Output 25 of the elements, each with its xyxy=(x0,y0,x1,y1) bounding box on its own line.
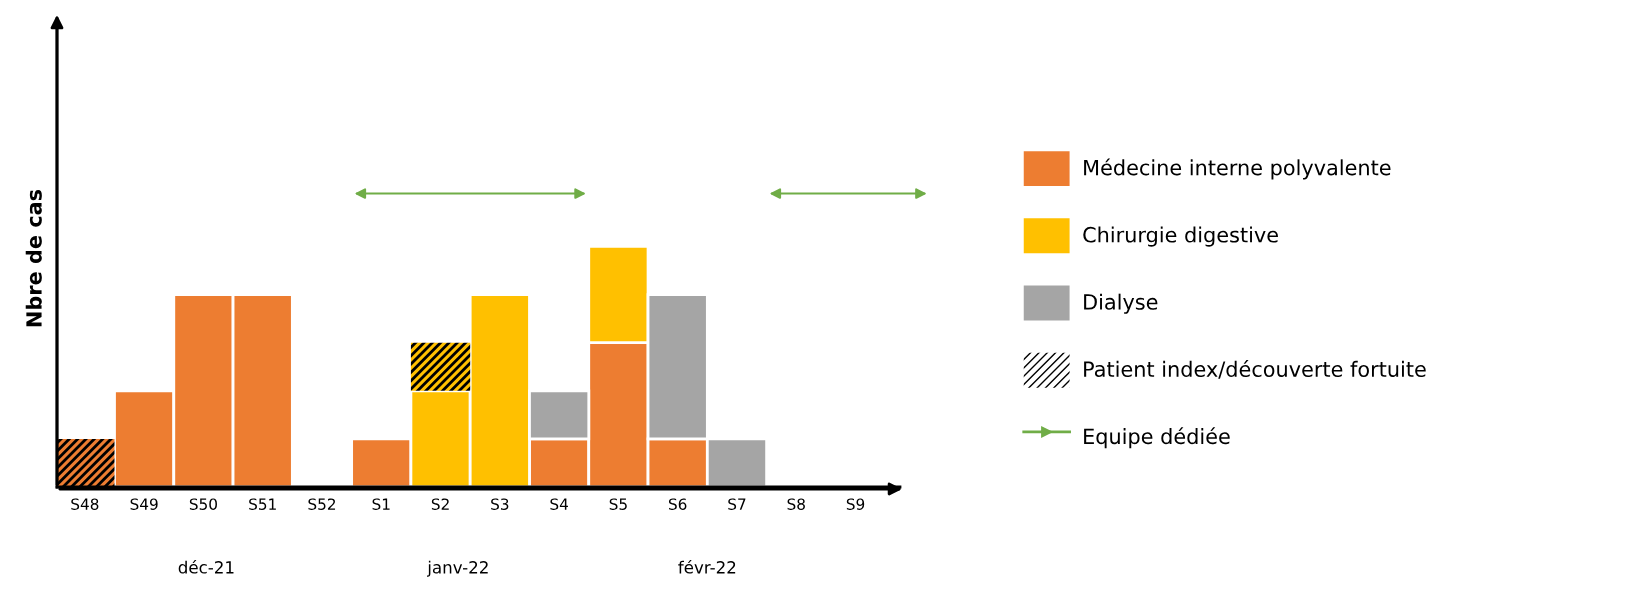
x-tick-label: S1 xyxy=(372,498,390,510)
legend-label: Chirurgie digestive xyxy=(1083,226,1278,247)
x-tick-label: S2 xyxy=(431,498,449,510)
x-tick-label: S8 xyxy=(787,498,805,510)
legend-label: Médecine interne polyvalente xyxy=(1084,158,1391,180)
text: Equipe dédiée xyxy=(1084,427,1230,449)
text: Patient index/découverte fortuite xyxy=(1084,360,1426,379)
x-tick-label: S3 xyxy=(491,498,509,510)
text: févr-22 xyxy=(678,560,736,574)
bar xyxy=(410,342,471,391)
x-tick-label: S49 xyxy=(130,498,158,510)
x-tick-label: S9 xyxy=(846,498,865,510)
x-tick-label: S48 xyxy=(71,498,99,510)
x-tick-label: S52 xyxy=(308,498,336,510)
x-tick-label: S6 xyxy=(668,498,687,510)
legend-label: Dialyse xyxy=(1084,293,1158,314)
x-tick-label: S7 xyxy=(728,498,746,510)
x-tick-label: S51 xyxy=(249,498,276,510)
x-tick-label: S5 xyxy=(609,498,627,510)
y-axis-title: Nbre de cas xyxy=(25,189,42,327)
bar xyxy=(57,438,115,487)
text: déc-21 xyxy=(178,560,234,574)
text: janv-22 xyxy=(427,560,488,577)
x-tick-label: S4 xyxy=(550,498,568,510)
x-tick-label: S50 xyxy=(189,498,217,510)
